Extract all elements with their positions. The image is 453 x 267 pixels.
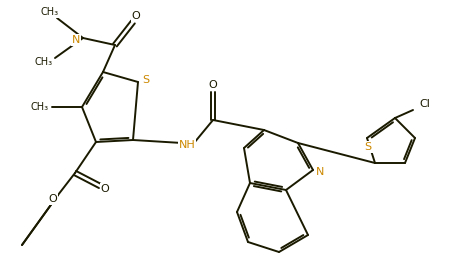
- Text: N: N: [316, 167, 324, 177]
- Text: Cl: Cl: [419, 99, 430, 109]
- Text: NH: NH: [178, 140, 195, 150]
- Text: O: O: [101, 184, 109, 194]
- Text: O: O: [209, 80, 217, 90]
- Text: CH₃: CH₃: [35, 57, 53, 67]
- Text: S: S: [364, 142, 371, 152]
- Text: CH₃: CH₃: [41, 7, 59, 17]
- Text: CH₃: CH₃: [31, 102, 49, 112]
- Text: O: O: [48, 194, 58, 204]
- Text: S: S: [142, 75, 149, 85]
- Text: N: N: [72, 35, 80, 45]
- Text: O: O: [132, 11, 140, 21]
